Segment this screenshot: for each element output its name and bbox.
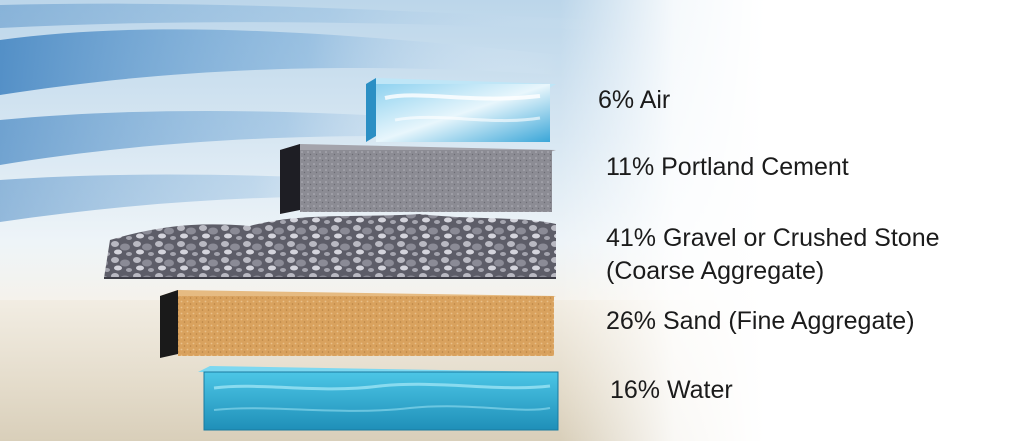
background-fade — [560, 0, 1016, 441]
sand-block — [160, 290, 556, 358]
cement-block — [280, 144, 556, 214]
gravel-block — [104, 214, 556, 279]
water-label: 16% Water — [610, 376, 733, 404]
air-label: 6% Air — [598, 86, 671, 114]
cement-label: 11% Portland Cement — [606, 153, 849, 181]
gravel-label: 41% Gravel or Crushed Stone — [606, 224, 940, 252]
gravel-sublabel: (Coarse Aggregate) — [606, 257, 825, 285]
air-block — [366, 78, 556, 142]
sand-label: 26% Sand (Fine Aggregate) — [606, 307, 915, 335]
water-block — [198, 366, 559, 431]
